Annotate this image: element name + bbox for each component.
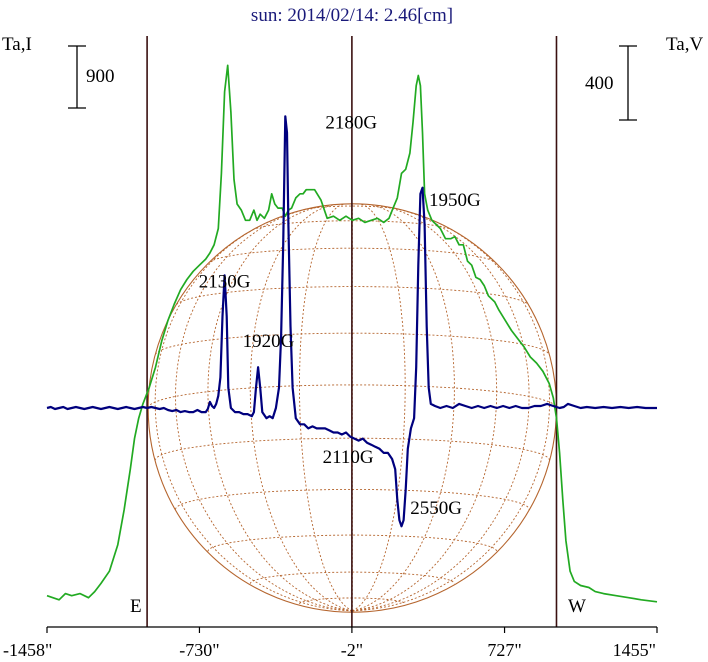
- longitude-line: [249, 204, 353, 612]
- field-annotation: 2110G: [323, 447, 374, 468]
- longitude-line: [352, 219, 550, 612]
- x-axis-ticks: -1458" -730" -2" 727" 1455": [3, 627, 658, 660]
- east-limb-label: E: [130, 596, 142, 617]
- right-axis-label: Ta,V: [666, 34, 703, 55]
- x-tick-label: -730": [179, 640, 219, 660]
- x-tick-label: -2": [341, 640, 363, 660]
- field-annotation: 2180G: [325, 113, 377, 134]
- longitude-line: [352, 208, 530, 612]
- data-series: [46, 64, 658, 603]
- latitude-line: [209, 247, 496, 263]
- field-annotation: 1920G: [243, 331, 295, 352]
- x-tick-label: -1458": [3, 640, 52, 660]
- right-scale-bar: 400: [585, 45, 637, 121]
- left-axis-label: Ta,I: [2, 34, 32, 55]
- latitude-line: [155, 332, 550, 355]
- latitude-line: [207, 534, 498, 552]
- left-scale-bar: 900: [68, 45, 115, 109]
- west-limb-label: W: [568, 596, 586, 617]
- longitude-line: [154, 219, 353, 612]
- field-annotation: 2550G: [410, 498, 462, 519]
- polarization-series-line: [46, 115, 657, 528]
- field-annotation: 1950G: [429, 190, 481, 211]
- longitude-line: [352, 204, 455, 612]
- limb-and-center-lines: [146, 36, 558, 627]
- field-annotation: 2130G: [199, 272, 251, 293]
- x-tick-label: 727": [487, 640, 521, 660]
- longitude-line: [352, 203, 406, 612]
- intensity-series-line: [46, 64, 658, 603]
- x-tick-label: 1455": [613, 640, 656, 660]
- field-strength-annotations: 2180G 1950G 2130G 1920G 2110G 2550G: [199, 113, 481, 520]
- right-scale-value: 400: [585, 73, 614, 94]
- left-scale-value: 900: [86, 66, 115, 87]
- chart-title: sun: 2014/02/14: 2.46[cm]: [251, 5, 453, 26]
- longitude-line: [175, 208, 353, 612]
- longitude-line: [299, 203, 353, 612]
